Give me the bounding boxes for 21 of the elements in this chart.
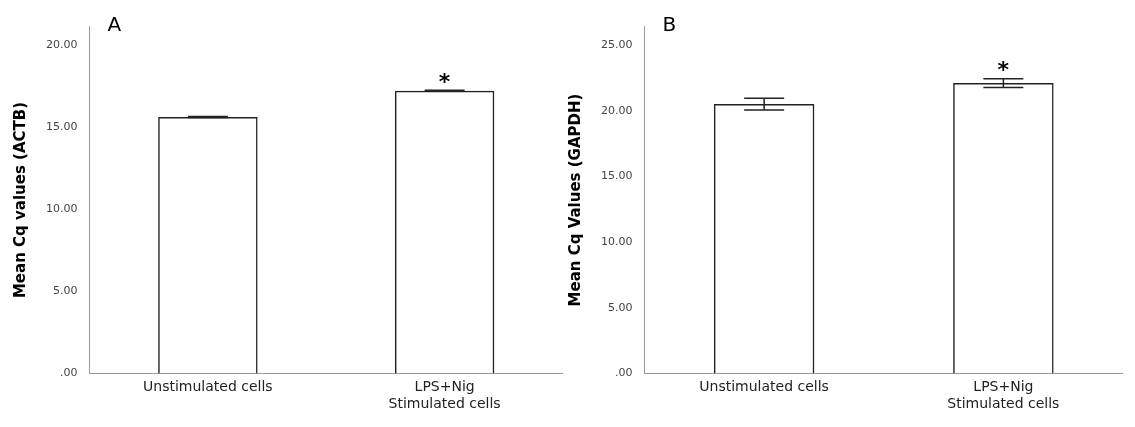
x-tick-label: Unstimulated cells — [699, 378, 829, 395]
y-tick-label: 20.00 — [600, 103, 633, 117]
x-tick-label: Unstimulated cells — [143, 378, 273, 395]
chart-title: B — [662, 12, 677, 37]
y-tick-label: 20.00 — [45, 37, 78, 51]
y-tick-label: .00 — [614, 366, 633, 380]
annotation: * — [438, 68, 451, 94]
y-axis-title: Mean Cq values (ACTB) — [10, 101, 29, 299]
x-tick-label: LPS+Nig Stimulated cells — [947, 378, 1060, 412]
annotation: * — [997, 57, 1010, 83]
y-axis-title: Mean Cq Values (GAPDH) — [565, 93, 584, 307]
chart-title: A — [107, 12, 122, 37]
y-tick-label: 5.00 — [52, 284, 78, 298]
x-tick-label: LPS+Nig Stimulated cells — [388, 378, 501, 412]
y-tick-label: .00 — [59, 366, 78, 380]
y-tick-label: 25.00 — [600, 37, 633, 51]
y-tick-label: 15.00 — [45, 119, 78, 133]
y-tick-label: 5.00 — [607, 300, 633, 314]
y-tick-label: 10.00 — [600, 234, 633, 248]
y-tick-label: 10.00 — [45, 201, 78, 215]
y-tick-label: 15.00 — [600, 169, 633, 183]
